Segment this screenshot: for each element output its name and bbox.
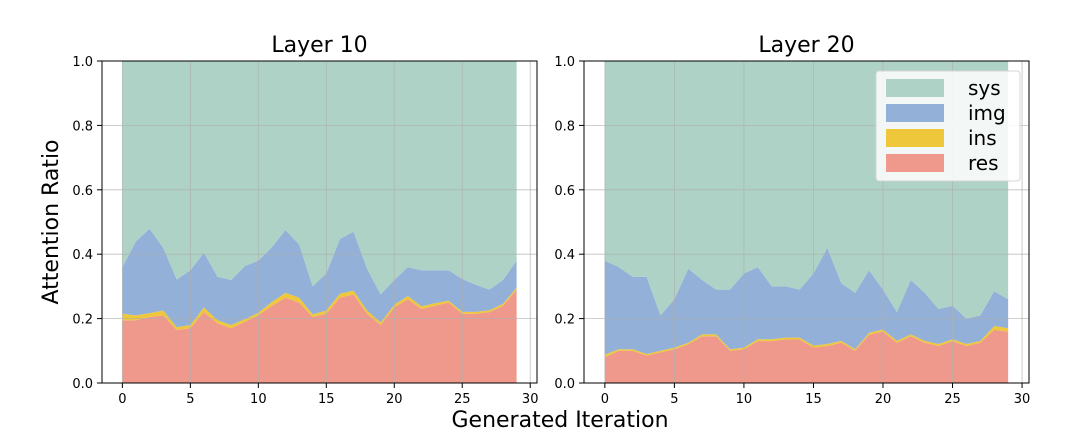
area-sys-panel-1	[122, 61, 517, 295]
y-tick-label-0.8-panel-2: 0.8	[554, 119, 575, 134]
plot-frame-panel-2	[583, 60, 1030, 384]
x-tick-label-5-panel-1: 5	[186, 392, 194, 407]
x-tick-label-20-panel-2: 20	[875, 392, 892, 407]
area-res-panel-2	[604, 329, 1009, 383]
x-axis-label: Generated Iteration	[451, 408, 668, 433]
x-tick-label-15-panel-2: 15	[805, 392, 822, 407]
panel-title-1: Layer 10	[271, 33, 367, 58]
x-tick-label-15-panel-1: 15	[318, 392, 335, 407]
y-tick-label-0.6-panel-2: 0.6	[554, 184, 575, 199]
y-tick-label-0.2-panel-1: 0.2	[72, 313, 93, 328]
y-tick-label-1.0-panel-2: 1.0	[554, 55, 575, 70]
y-tick-label-0.8-panel-1: 0.8	[72, 119, 93, 134]
x-tick-label-20-panel-1: 20	[386, 392, 403, 407]
y-tick-label-0.6-panel-1: 0.6	[72, 184, 93, 199]
x-tick-label-5-panel-2: 5	[670, 392, 678, 407]
y-tick-label-0.0-panel-1: 0.0	[72, 377, 93, 392]
y-tick-label-0.4-panel-2: 0.4	[554, 248, 575, 263]
legend-label-sys: sys	[968, 76, 1001, 100]
area-res-panel-1	[122, 289, 517, 383]
y-tick-label-0.0-panel-2: 0.0	[554, 377, 575, 392]
x-tick-label-25-panel-2: 25	[944, 392, 961, 407]
y-tick-label-0.2-panel-2: 0.2	[554, 313, 575, 328]
y-axis-label: Attention Ratio	[39, 139, 64, 304]
x-tick-label-0-panel-1: 0	[118, 392, 126, 407]
y-tick-label-1.0-panel-1: 1.0	[72, 55, 93, 70]
panel-title-2: Layer 20	[758, 33, 854, 58]
legend-swatch-sys	[886, 79, 944, 97]
x-tick-label-10-panel-2: 10	[736, 392, 753, 407]
x-tick-label-25-panel-1: 25	[454, 392, 471, 407]
legend-box	[875, 70, 1021, 182]
x-tick-label-30-panel-1: 30	[522, 392, 539, 407]
x-tick-label-30-panel-2: 30	[1014, 392, 1031, 407]
legend-swatch-img	[886, 104, 944, 122]
plot-frame-panel-1	[101, 60, 538, 384]
legend-swatch-ins	[886, 129, 944, 147]
y-tick-label-0.4-panel-1: 0.4	[72, 248, 93, 263]
legend-label-res: res	[968, 151, 999, 175]
legend-label-ins: ins	[968, 126, 997, 150]
x-tick-label-0-panel-2: 0	[601, 392, 609, 407]
x-tick-label-10-panel-1: 10	[250, 392, 267, 407]
area-img-panel-2	[604, 247, 1009, 355]
legend-label-img: img	[968, 101, 1006, 125]
area-img-panel-1	[122, 228, 517, 328]
legend-swatch-res	[886, 154, 944, 172]
